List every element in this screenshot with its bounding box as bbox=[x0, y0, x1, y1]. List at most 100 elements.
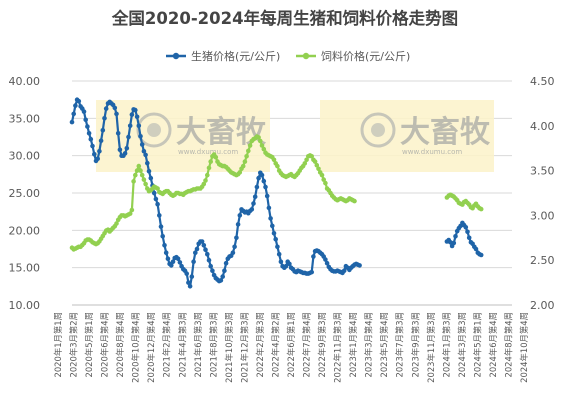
data-point bbox=[134, 114, 140, 120]
data-point bbox=[170, 259, 176, 265]
data-point bbox=[115, 131, 121, 136]
data-point bbox=[201, 243, 207, 248]
data-point bbox=[76, 98, 82, 104]
data-point bbox=[309, 269, 315, 275]
watermark-box bbox=[96, 100, 270, 172]
data-point bbox=[100, 128, 106, 133]
watermark-url: www.dxumu.com bbox=[402, 148, 462, 156]
data-point bbox=[141, 177, 147, 182]
x-tick-label: 2022年6月第1周 bbox=[286, 312, 296, 377]
data-point bbox=[175, 256, 181, 262]
data-point bbox=[103, 106, 109, 111]
y-left-tick-label: 10.00 bbox=[9, 299, 41, 312]
y-axis-right: 2.00 2.50 3.00 3.50 4.00 4.50 bbox=[530, 75, 555, 312]
x-tick-label: 2024年1月第3周 bbox=[441, 312, 451, 377]
watermark-name: 大畜牧 bbox=[176, 115, 267, 150]
data-point bbox=[453, 234, 458, 239]
data-point bbox=[145, 160, 150, 166]
x-tick-label: 2021年2月第4周 bbox=[162, 312, 172, 377]
data-point bbox=[319, 172, 325, 178]
data-point bbox=[352, 198, 357, 204]
x-tick-label: 2023年9月第3周 bbox=[410, 312, 420, 377]
data-point bbox=[473, 246, 479, 252]
watermark-logo-icon bbox=[136, 112, 172, 148]
data-point bbox=[247, 143, 253, 148]
data-point bbox=[102, 116, 107, 121]
data-point bbox=[81, 109, 87, 114]
data-point bbox=[256, 175, 261, 181]
data-point bbox=[321, 177, 327, 182]
x-tick-label: 2020年6月第4周 bbox=[100, 312, 110, 377]
data-point bbox=[148, 175, 154, 181]
data-point bbox=[141, 148, 147, 154]
series-group bbox=[69, 97, 484, 289]
data-point bbox=[324, 260, 330, 266]
data-point bbox=[463, 225, 469, 230]
data-point bbox=[278, 259, 284, 265]
y-axis-left: 10.00 15.00 20.00 25.00 30.00 35.00 40.00 bbox=[9, 75, 41, 312]
data-point bbox=[83, 117, 88, 123]
x-tick-label: 2021年12月第3周 bbox=[239, 312, 249, 383]
watermark-logo-icon bbox=[147, 123, 161, 137]
data-point bbox=[194, 246, 200, 252]
y-left-tick-label: 30.00 bbox=[9, 150, 41, 163]
data-point bbox=[203, 247, 208, 252]
x-tick-label: 2023年3月第4周 bbox=[364, 312, 374, 377]
watermark-logo-icon bbox=[371, 123, 385, 137]
data-point bbox=[251, 201, 256, 206]
y-left-tick-label: 40.00 bbox=[9, 75, 41, 88]
x-tick-label: 2022年7月第4周 bbox=[302, 312, 312, 377]
data-point bbox=[73, 103, 78, 108]
data-point bbox=[138, 168, 143, 173]
data-point bbox=[208, 263, 213, 269]
data-point bbox=[271, 231, 277, 236]
data-point bbox=[143, 152, 148, 158]
x-tick-label: 2021年8月第3周 bbox=[208, 312, 218, 377]
x-tick-label: 2023年11月第3周 bbox=[426, 312, 436, 383]
data-point bbox=[88, 136, 94, 142]
x-tick-label: 2024年8月第4周 bbox=[503, 312, 513, 377]
data-point bbox=[268, 216, 273, 221]
data-point bbox=[316, 166, 321, 172]
data-point bbox=[114, 111, 119, 117]
data-point bbox=[252, 194, 258, 199]
data-point bbox=[155, 201, 160, 207]
data-point bbox=[126, 134, 131, 140]
x-tick-label: 2023年1月第4周 bbox=[348, 312, 358, 377]
data-point bbox=[261, 178, 267, 184]
data-point bbox=[271, 157, 277, 163]
data-point bbox=[71, 111, 76, 117]
data-point bbox=[302, 161, 308, 166]
data-point bbox=[465, 229, 470, 235]
x-tick-label: 2023年7月第3周 bbox=[395, 312, 405, 377]
watermark-logo-icon bbox=[360, 112, 396, 148]
data-point bbox=[259, 172, 265, 178]
data-point bbox=[287, 261, 292, 267]
data-point bbox=[187, 284, 193, 289]
data-point bbox=[218, 278, 224, 283]
data-point bbox=[240, 163, 246, 169]
data-point bbox=[341, 268, 347, 274]
data-point bbox=[222, 268, 227, 274]
data-point bbox=[97, 148, 102, 154]
x-tick-label: 2020年8月第4周 bbox=[115, 312, 125, 377]
y-right-tick-label: 3.50 bbox=[530, 165, 555, 178]
data-point bbox=[92, 151, 97, 157]
x-tick-label: 2022年11月第3周 bbox=[333, 312, 343, 383]
data-point bbox=[478, 252, 484, 258]
x-tick-label: 2022年4月第2周 bbox=[270, 312, 280, 377]
legend-label: 饲料价格(元/公斤) bbox=[321, 49, 410, 63]
data-point bbox=[191, 259, 196, 265]
y-left-tick-label: 35.00 bbox=[9, 112, 41, 125]
x-tick-label: 2020年10月第4周 bbox=[131, 312, 141, 383]
x-tick-label: 2024年3月第3周 bbox=[457, 312, 467, 377]
chart-title: 全国2020-2024年每周生猪和饲料价格走势图 bbox=[111, 8, 458, 28]
data-point bbox=[283, 263, 289, 269]
data-point bbox=[220, 274, 225, 279]
x-tick-label: 2020年3月第2周 bbox=[69, 312, 79, 377]
watermark-url: www.dxumu.com bbox=[178, 148, 238, 156]
data-point bbox=[184, 271, 189, 276]
data-point bbox=[312, 159, 318, 164]
data-point bbox=[246, 148, 251, 154]
y-left-tick-label: 25.00 bbox=[9, 187, 41, 200]
